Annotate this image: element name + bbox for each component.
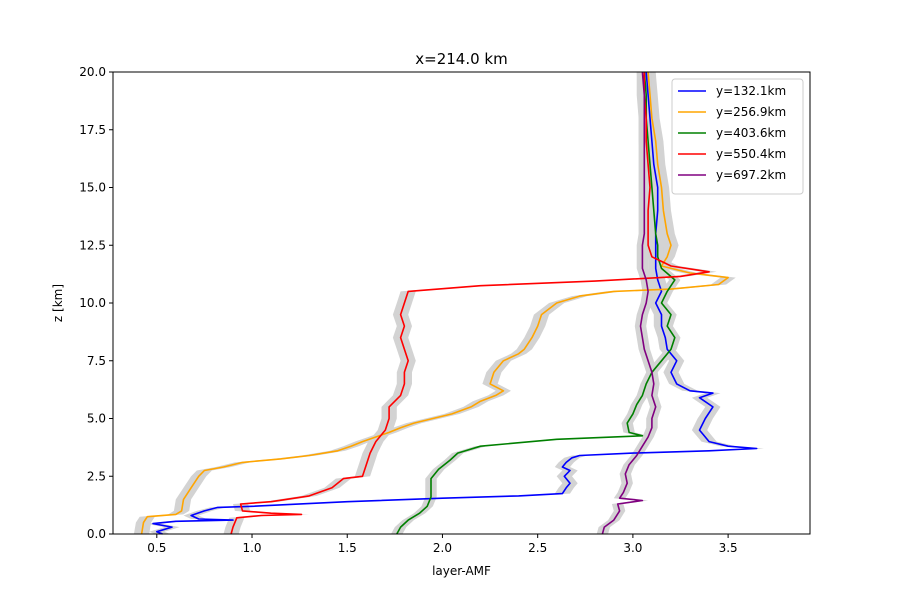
y-tick-label: 2.5 <box>87 469 106 483</box>
series-line-2 <box>140 71 729 535</box>
legend: y=132.1km y=256.9km y=403.6km y=550.4km y=69… <box>671 78 804 195</box>
series-line-3 <box>396 71 676 535</box>
legend-label-2: y=256.9km <box>716 105 786 119</box>
x-tick-label: 0.5 <box>147 541 166 555</box>
x-tick-label: 3.0 <box>623 541 642 555</box>
y-axis: 0.0 2.5 5.0 7.5 10.0 12.5 15.0 17.5 20.0 <box>79 65 113 541</box>
y-tick-label: 7.5 <box>87 354 106 368</box>
series-lines <box>140 71 758 535</box>
x-axis-label: layer-AMF <box>432 564 491 578</box>
x-tick-label: 3.5 <box>719 541 738 555</box>
y-tick-label: 15.0 <box>79 181 106 195</box>
y-tick-label: 0.0 <box>87 527 106 541</box>
x-tick-label: 1.5 <box>338 541 357 555</box>
legend-label-1: y=132.1km <box>716 84 786 98</box>
y-tick-label: 20.0 <box>79 65 106 79</box>
x-tick-label: 1.0 <box>242 541 261 555</box>
x-tick-label: 2.0 <box>433 541 452 555</box>
x-tick-label: 2.5 <box>528 541 547 555</box>
series-line-5 <box>601 71 657 535</box>
legend-label-5: y=697.2km <box>716 168 786 182</box>
y-tick-label: 10.0 <box>79 296 106 310</box>
chart-title: x=214.0 km <box>415 50 507 68</box>
series-band-5 <box>596 72 662 534</box>
legend-label-3: y=403.6km <box>716 126 786 140</box>
legend-box <box>671 78 804 195</box>
legend-label-4: y=550.4km <box>716 147 786 161</box>
y-tick-label: 5.0 <box>87 412 106 426</box>
series-band-2 <box>133 72 736 534</box>
y-tick-label: 12.5 <box>79 238 106 252</box>
series-line-4 <box>230 72 710 535</box>
y-tick-label: 17.5 <box>79 123 106 137</box>
y-axis-label: z [km] <box>51 284 65 322</box>
x-axis: 0.5 1.0 1.5 2.0 2.5 3.0 3.5 <box>147 534 738 555</box>
